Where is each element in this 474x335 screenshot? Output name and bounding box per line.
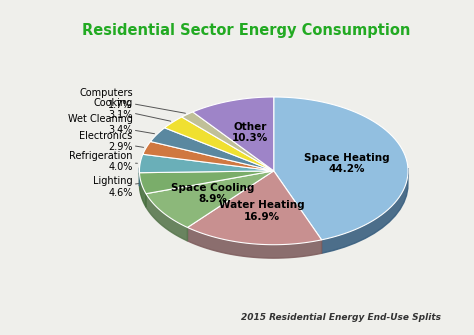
Text: Refrigeration
4.0%: Refrigeration 4.0% bbox=[69, 151, 137, 172]
Polygon shape bbox=[321, 168, 408, 253]
Polygon shape bbox=[146, 194, 188, 241]
PathPatch shape bbox=[188, 171, 321, 245]
Text: Wet Cleaning
3.4%: Wet Cleaning 3.4% bbox=[68, 114, 155, 135]
Text: Computers
1.7%: Computers 1.7% bbox=[79, 88, 185, 113]
Text: 2015 Residential Energy End-Use Splits: 2015 Residential Energy End-Use Splits bbox=[241, 313, 441, 322]
PathPatch shape bbox=[139, 154, 274, 173]
Polygon shape bbox=[139, 173, 146, 207]
Text: Space Heating
44.2%: Space Heating 44.2% bbox=[303, 153, 389, 174]
Text: Lighting
4.6%: Lighting 4.6% bbox=[93, 176, 139, 198]
PathPatch shape bbox=[150, 128, 274, 171]
Text: Other
10.3%: Other 10.3% bbox=[232, 122, 268, 143]
PathPatch shape bbox=[193, 97, 274, 171]
Polygon shape bbox=[188, 227, 321, 258]
Text: Cooking
3.1%: Cooking 3.1% bbox=[93, 98, 171, 121]
PathPatch shape bbox=[146, 171, 274, 227]
PathPatch shape bbox=[182, 112, 274, 171]
PathPatch shape bbox=[143, 141, 274, 171]
PathPatch shape bbox=[139, 171, 274, 194]
PathPatch shape bbox=[164, 117, 274, 171]
Text: Space Cooling
8.9%: Space Cooling 8.9% bbox=[171, 183, 254, 204]
Text: Residential Sector Energy Consumption: Residential Sector Energy Consumption bbox=[82, 23, 410, 39]
Text: Water Heating
16.9%: Water Heating 16.9% bbox=[219, 200, 304, 222]
PathPatch shape bbox=[274, 97, 408, 240]
Text: Electronics
2.9%: Electronics 2.9% bbox=[80, 131, 144, 152]
